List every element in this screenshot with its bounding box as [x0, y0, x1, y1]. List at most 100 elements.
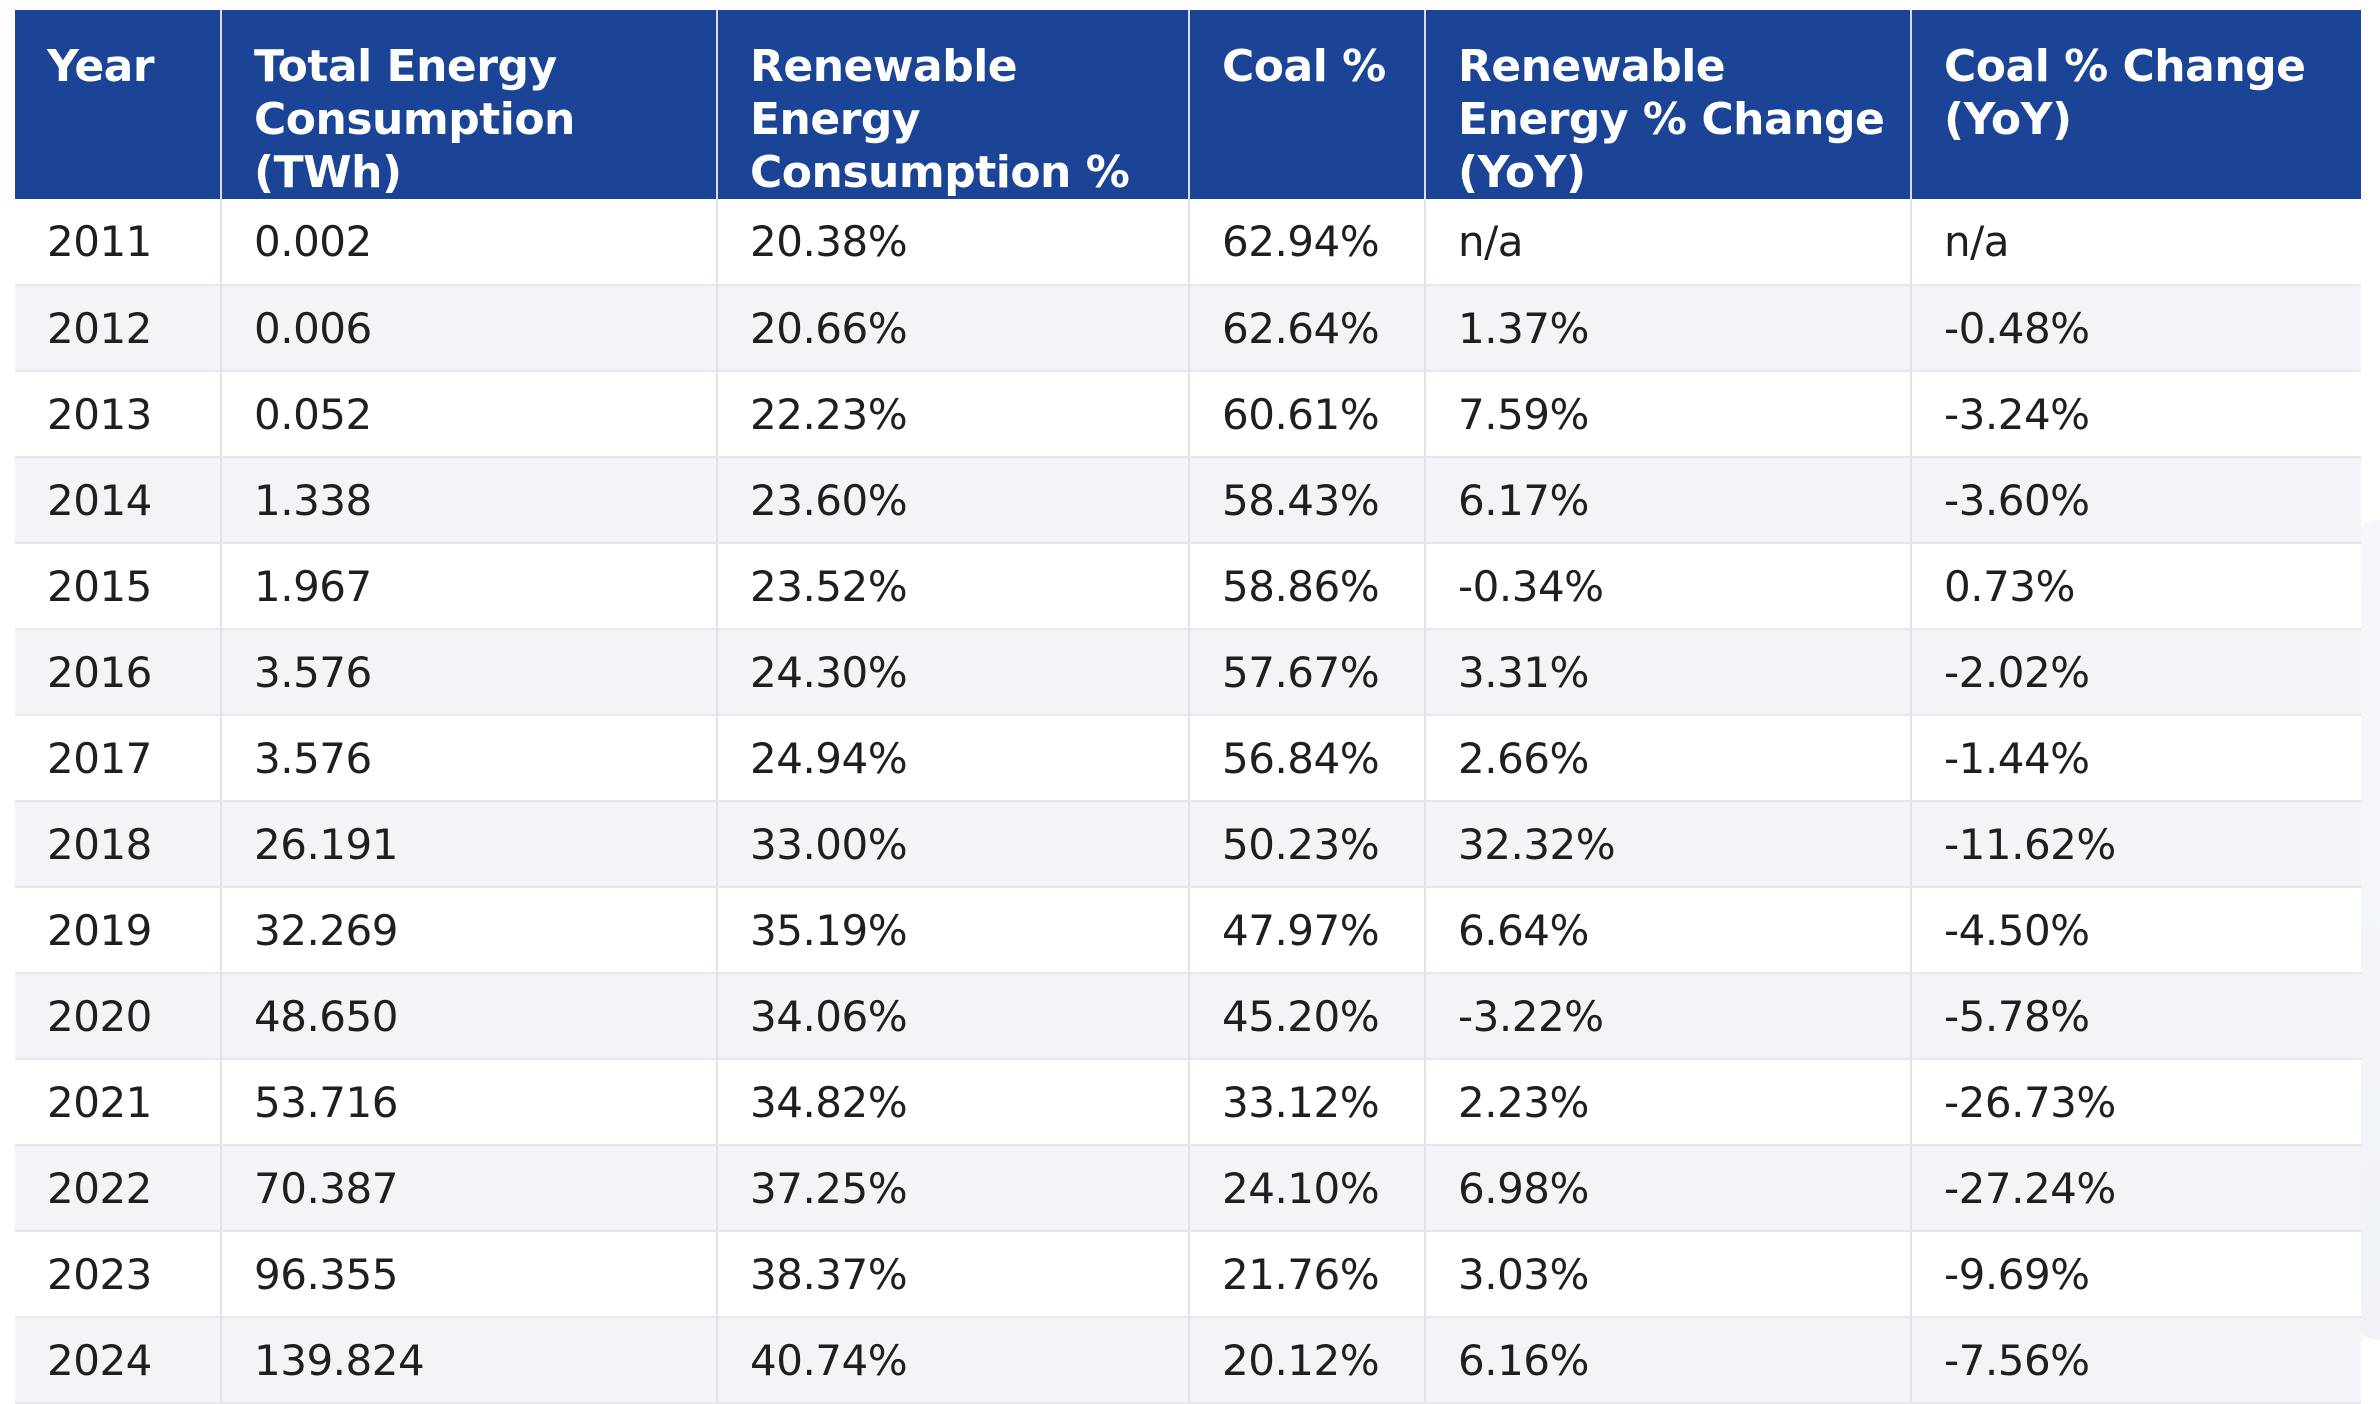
- cell-year: 2023: [15, 1231, 222, 1318]
- cell-renewable-pct: 24.30%: [717, 629, 1190, 716]
- cell-renewable-change: n/a: [1425, 199, 1912, 286]
- cell-coal-change: -7.56%: [1911, 1317, 2361, 1404]
- cell-renewable-change: 32.32%: [1425, 801, 1912, 888]
- cell-renewable-pct: 40.74%: [717, 1317, 1190, 1404]
- cell-coal-pct: 33.12%: [1189, 1059, 1426, 1146]
- cell-coal-change: -1.44%: [1911, 715, 2361, 802]
- table-row: 2016 3.576 24.30% 57.67% 3.31% -2.02%: [15, 629, 2361, 716]
- cell-coal-change: -26.73%: [1911, 1059, 2361, 1146]
- cell-coal-change: -9.69%: [1911, 1231, 2361, 1318]
- cell-coal-pct: 62.64%: [1189, 285, 1426, 372]
- cell-renewable-change: -3.22%: [1425, 973, 1912, 1060]
- cell-coal-pct: 47.97%: [1189, 887, 1426, 974]
- cell-renewable-pct: 20.38%: [717, 199, 1190, 286]
- cell-total-energy: 0.052: [221, 371, 718, 458]
- cell-renewable-change: -0.34%: [1425, 543, 1912, 630]
- column-header-renewable-pct: Renewable Energy Consumption %: [717, 10, 1190, 199]
- cell-year: 2016: [15, 629, 222, 716]
- cell-year: 2017: [15, 715, 222, 802]
- cell-total-energy: 1.967: [221, 543, 718, 630]
- column-header-year: Year: [15, 10, 222, 199]
- table-row: 2018 26.191 33.00% 50.23% 32.32% -11.62%: [15, 801, 2361, 888]
- cell-total-energy: 0.006: [221, 285, 718, 372]
- column-header-coal-pct: Coal %: [1189, 10, 1426, 199]
- cell-coal-pct: 50.23%: [1189, 801, 1426, 888]
- cell-total-energy: 26.191: [221, 801, 718, 888]
- cell-renewable-change: 6.17%: [1425, 457, 1912, 544]
- cell-coal-change: -11.62%: [1911, 801, 2361, 888]
- cell-total-energy: 70.387: [221, 1145, 718, 1232]
- table-row: 2020 48.650 34.06% 45.20% -3.22% -5.78%: [15, 973, 2361, 1060]
- cell-year: 2018: [15, 801, 222, 888]
- cell-total-energy: 139.824: [221, 1317, 718, 1404]
- cell-renewable-pct: 24.94%: [717, 715, 1190, 802]
- cell-total-energy: 48.650: [221, 973, 718, 1060]
- cell-total-energy: 96.355: [221, 1231, 718, 1318]
- cell-renewable-pct: 35.19%: [717, 887, 1190, 974]
- cell-renewable-change: 7.59%: [1425, 371, 1912, 458]
- table-row: 2021 53.716 34.82% 33.12% 2.23% -26.73%: [15, 1059, 2361, 1146]
- table-header: Year Total Energy Consumption (TWh) Rene…: [15, 10, 2361, 199]
- cell-coal-change: -5.78%: [1911, 973, 2361, 1060]
- cell-year: 2012: [15, 285, 222, 372]
- table-row: 2023 96.355 38.37% 21.76% 3.03% -9.69%: [15, 1231, 2361, 1318]
- cell-renewable-change: 1.37%: [1425, 285, 1912, 372]
- cell-renewable-pct: 34.06%: [717, 973, 1190, 1060]
- column-header-coal-change: Coal % Change (YoY): [1911, 10, 2361, 199]
- cell-year: 2013: [15, 371, 222, 458]
- energy-data-table: Year Total Energy Consumption (TWh) Rene…: [15, 10, 2361, 1404]
- cell-coal-pct: 24.10%: [1189, 1145, 1426, 1232]
- table-row: 2014 1.338 23.60% 58.43% 6.17% -3.60%: [15, 457, 2361, 544]
- cell-total-energy: 32.269: [221, 887, 718, 974]
- cell-coal-pct: 57.67%: [1189, 629, 1426, 716]
- table-row: 2022 70.387 37.25% 24.10% 6.98% -27.24%: [15, 1145, 2361, 1232]
- table-body: 2011 0.002 20.38% 62.94% n/a n/a 2012 0.006 20.6…: [15, 199, 2361, 1404]
- cell-renewable-change: 6.64%: [1425, 887, 1912, 974]
- data-table-container: Year Total Energy Consumption (TWh) Rene…: [15, 10, 2361, 1404]
- cell-total-energy: 3.576: [221, 629, 718, 716]
- table-row: 2024 139.824 40.74% 20.12% 6.16% -7.56%: [15, 1317, 2361, 1404]
- table-row: 2019 32.269 35.19% 47.97% 6.64% -4.50%: [15, 887, 2361, 974]
- cell-year: 2011: [15, 199, 222, 286]
- cell-renewable-pct: 23.60%: [717, 457, 1190, 544]
- cell-total-energy: 1.338: [221, 457, 718, 544]
- cell-coal-change: -2.02%: [1911, 629, 2361, 716]
- cell-coal-pct: 62.94%: [1189, 199, 1426, 286]
- cell-total-energy: 0.002: [221, 199, 718, 286]
- cell-coal-pct: 45.20%: [1189, 973, 1426, 1060]
- cell-renewable-pct: 22.23%: [717, 371, 1190, 458]
- cell-coal-pct: 60.61%: [1189, 371, 1426, 458]
- cell-total-energy: 3.576: [221, 715, 718, 802]
- cell-renewable-change: 2.66%: [1425, 715, 1912, 802]
- cell-renewable-change: 2.23%: [1425, 1059, 1912, 1146]
- cell-renewable-change: 3.03%: [1425, 1231, 1912, 1318]
- cell-renewable-pct: 37.25%: [717, 1145, 1190, 1232]
- table-row: 2015 1.967 23.52% 58.86% -0.34% 0.73%: [15, 543, 2361, 630]
- cell-year: 2019: [15, 887, 222, 974]
- cell-renewable-pct: 38.37%: [717, 1231, 1190, 1318]
- cell-coal-change: n/a: [1911, 199, 2361, 286]
- cell-year: 2021: [15, 1059, 222, 1146]
- cell-renewable-change: 3.31%: [1425, 629, 1912, 716]
- cell-renewable-pct: 33.00%: [717, 801, 1190, 888]
- cell-coal-change: -27.24%: [1911, 1145, 2361, 1232]
- cell-year: 2015: [15, 543, 222, 630]
- cell-year: 2014: [15, 457, 222, 544]
- cell-renewable-change: 6.98%: [1425, 1145, 1912, 1232]
- cell-coal-pct: 56.84%: [1189, 715, 1426, 802]
- table-row: 2011 0.002 20.38% 62.94% n/a n/a: [15, 199, 2361, 286]
- cell-coal-pct: 58.43%: [1189, 457, 1426, 544]
- cell-coal-change: -4.50%: [1911, 887, 2361, 974]
- cell-coal-pct: 20.12%: [1189, 1317, 1426, 1404]
- cell-renewable-change: 6.16%: [1425, 1317, 1912, 1404]
- cell-renewable-pct: 34.82%: [717, 1059, 1190, 1146]
- cell-coal-change: 0.73%: [1911, 543, 2361, 630]
- cell-year: 2024: [15, 1317, 222, 1404]
- cell-year: 2022: [15, 1145, 222, 1232]
- table-row: 2017 3.576 24.94% 56.84% 2.66% -1.44%: [15, 715, 2361, 802]
- header-row: Year Total Energy Consumption (TWh) Rene…: [15, 10, 2361, 199]
- cell-renewable-pct: 20.66%: [717, 285, 1190, 372]
- cell-coal-change: -0.48%: [1911, 285, 2361, 372]
- column-header-renewable-change: Renewable Energy % Change (YoY): [1425, 10, 1912, 199]
- table-row: 2013 0.052 22.23% 60.61% 7.59% -3.24%: [15, 371, 2361, 458]
